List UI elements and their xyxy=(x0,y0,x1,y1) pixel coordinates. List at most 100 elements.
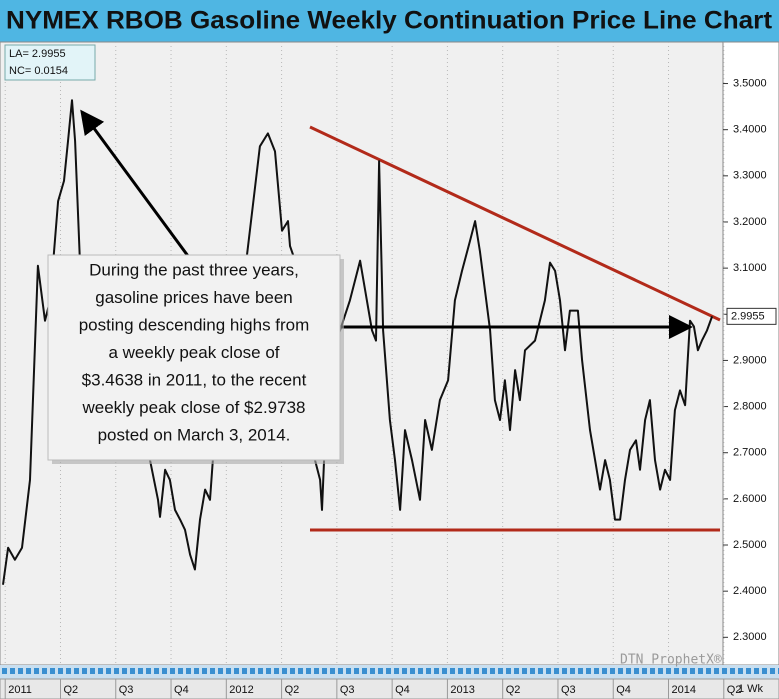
strip-tick xyxy=(66,668,71,674)
strip-tick xyxy=(722,668,727,674)
strip-tick xyxy=(546,668,551,674)
strip-tick xyxy=(618,668,623,674)
strip-tick xyxy=(514,668,519,674)
strip-tick xyxy=(610,668,615,674)
y-tick-label: 2.5000 xyxy=(733,539,767,551)
strip-tick xyxy=(434,668,439,674)
strip-tick xyxy=(322,668,327,674)
strip-tick xyxy=(714,668,719,674)
info-box xyxy=(4,44,96,81)
grid xyxy=(2,42,779,699)
strip-tick xyxy=(426,668,431,674)
annotation-line: posted on March 3, 2014. xyxy=(98,425,291,444)
strip-tick xyxy=(154,668,159,674)
strip-tick xyxy=(242,668,247,674)
annotation-line: gasoline prices have been xyxy=(95,288,293,307)
strip-tick xyxy=(194,668,199,674)
strip-tick xyxy=(146,668,151,674)
y-tick-label: 2.9000 xyxy=(733,354,767,366)
x-tick-label: 2014 xyxy=(672,684,696,696)
watermark: DTN ProphetX® xyxy=(620,653,722,668)
strip-tick xyxy=(754,668,759,674)
strip-tick xyxy=(258,668,263,674)
strip-tick xyxy=(506,668,511,674)
strip-tick xyxy=(474,668,479,674)
strip-tick xyxy=(226,668,231,674)
annotation-box xyxy=(47,254,341,461)
annotation-line: During the past three years, xyxy=(89,260,299,279)
strip-tick xyxy=(682,668,687,674)
strip-tick xyxy=(82,668,87,674)
strip-tick xyxy=(122,668,127,674)
strip-tick xyxy=(746,668,751,674)
arrow xyxy=(80,109,190,257)
strip-tick xyxy=(466,668,471,674)
strip-tick xyxy=(362,668,367,674)
x-tick-label: Q4 xyxy=(174,684,189,696)
strip-tick xyxy=(202,668,207,674)
x-tick-label: Q4 xyxy=(395,684,410,696)
y-tick-label: 3.5000 xyxy=(733,77,767,89)
y-tick-label: 2.4000 xyxy=(733,585,767,597)
x-tick-label: Q2 xyxy=(727,684,742,696)
strip-tick xyxy=(450,668,455,674)
strip-tick xyxy=(162,668,167,674)
x-tick-label: Q2 xyxy=(63,684,78,696)
annotation-line: posting descending highs from xyxy=(79,315,310,334)
annotation: During the past three years, gasoline pri… xyxy=(79,260,310,444)
y-tick-label: 2.8000 xyxy=(733,400,767,412)
strip-tick xyxy=(18,668,23,674)
x-tick-label: Q2 xyxy=(285,684,300,696)
last-price-tag xyxy=(726,307,777,325)
y-tick-label: 3.1000 xyxy=(733,262,767,274)
info-nc: NC= 0.0154 xyxy=(9,65,68,77)
strip-tick xyxy=(642,668,647,674)
strip-tick xyxy=(378,668,383,674)
strip-tick xyxy=(498,668,503,674)
x-tick-label: Q4 xyxy=(616,684,631,696)
strip-tick xyxy=(266,668,271,674)
strip-tick xyxy=(634,668,639,674)
strip-tick xyxy=(130,668,135,674)
y-tick-label: 2.3000 xyxy=(733,631,767,643)
strip-tick xyxy=(90,668,95,674)
y-tick-label: 2.6000 xyxy=(733,493,767,505)
resistance-line xyxy=(309,125,721,322)
strip-tick xyxy=(626,668,631,674)
strip-tick xyxy=(410,668,415,674)
x-tick-label: 2011 xyxy=(8,684,32,696)
strip-tick xyxy=(186,668,191,674)
y-tick-label: 2.7000 xyxy=(733,447,767,459)
x-tick-label: 2012 xyxy=(229,684,253,696)
strip-tick xyxy=(330,668,335,674)
strip-tick xyxy=(602,668,607,674)
strip-tick xyxy=(530,668,535,674)
strip-tick xyxy=(10,668,15,674)
annotation-line: $3.4638 in 2011, to the recent xyxy=(82,370,307,389)
strip-tick xyxy=(218,668,223,674)
strip-tick xyxy=(42,668,47,674)
strip-tick xyxy=(706,668,711,674)
strip-tick xyxy=(138,668,143,674)
strip-tick xyxy=(418,668,423,674)
x-tick-label: Q3 xyxy=(340,684,355,696)
x-axis-panel xyxy=(0,678,779,699)
strip-tick xyxy=(282,668,287,674)
strip-tick xyxy=(274,668,279,674)
x-tick-label: Q3 xyxy=(119,684,134,696)
strip-tick xyxy=(442,668,447,674)
strip-tick xyxy=(354,668,359,674)
strip-tick xyxy=(762,668,767,674)
strip-tick xyxy=(666,668,671,674)
interval-label: 1 Wk xyxy=(738,683,764,695)
strip-tick xyxy=(482,668,487,674)
strip-tick xyxy=(650,668,655,674)
strip-tick xyxy=(58,668,63,674)
strip-tick xyxy=(490,668,495,674)
strip-tick xyxy=(394,668,399,674)
strip-tick xyxy=(586,668,591,674)
strip-tick xyxy=(98,668,103,674)
strip-tick xyxy=(562,668,567,674)
strip-tick xyxy=(74,668,79,674)
